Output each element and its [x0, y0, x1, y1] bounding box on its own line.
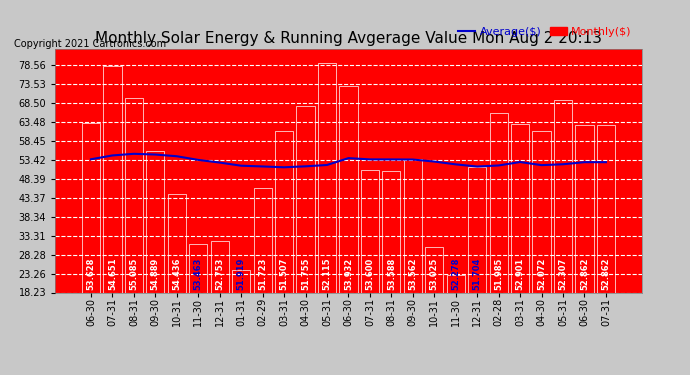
Text: Copyright 2021 Cartronics.com: Copyright 2021 Cartronics.com: [14, 39, 166, 50]
Text: 54.889: 54.889: [151, 257, 160, 290]
Text: 55.085: 55.085: [130, 257, 139, 290]
Text: 52.753: 52.753: [215, 257, 224, 290]
Bar: [382, 171, 400, 361]
Text: 51.704: 51.704: [473, 257, 482, 290]
Bar: [275, 131, 293, 361]
Text: 51.507: 51.507: [279, 257, 288, 290]
Text: 54.436: 54.436: [172, 257, 181, 290]
Bar: [533, 131, 551, 361]
Bar: [361, 170, 379, 361]
Text: 53.463: 53.463: [194, 257, 203, 290]
Text: 54.651: 54.651: [108, 257, 117, 290]
Bar: [489, 113, 508, 361]
Bar: [125, 98, 143, 361]
Bar: [404, 159, 422, 361]
Text: 52.862: 52.862: [602, 257, 611, 290]
Bar: [597, 124, 615, 361]
Text: 51.985: 51.985: [494, 257, 503, 290]
Text: 53.562: 53.562: [408, 257, 417, 290]
Text: 52.115: 52.115: [322, 257, 331, 290]
Bar: [210, 241, 229, 361]
Bar: [168, 194, 186, 361]
Text: 53.588: 53.588: [387, 257, 396, 290]
Legend: Average($), Monthly($): Average($), Monthly($): [454, 22, 636, 42]
Text: 53.025: 53.025: [430, 257, 439, 290]
Text: 52.278: 52.278: [451, 257, 460, 290]
Bar: [297, 106, 315, 361]
Text: 53.600: 53.600: [366, 257, 375, 290]
Bar: [232, 270, 250, 361]
Bar: [104, 66, 121, 361]
Bar: [446, 275, 465, 361]
Bar: [468, 166, 486, 361]
Text: 53.628: 53.628: [86, 257, 95, 290]
Bar: [554, 100, 572, 361]
Text: 52.862: 52.862: [580, 257, 589, 290]
Text: 51.755: 51.755: [301, 257, 310, 290]
Text: 52.072: 52.072: [537, 257, 546, 290]
Bar: [82, 123, 100, 361]
Bar: [339, 86, 357, 361]
Title: Monthly Solar Energy & Running Avgerage Value Mon Aug 2 20:13: Monthly Solar Energy & Running Avgerage …: [95, 31, 602, 46]
Bar: [318, 63, 336, 361]
Bar: [146, 151, 164, 361]
Bar: [253, 188, 272, 361]
Bar: [575, 124, 593, 361]
Bar: [189, 244, 208, 361]
Text: 51.919: 51.919: [237, 257, 246, 290]
Text: 52.307: 52.307: [558, 257, 567, 290]
Text: 51.723: 51.723: [258, 257, 267, 290]
Bar: [511, 124, 529, 361]
Bar: [425, 247, 444, 361]
Text: 53.932: 53.932: [344, 257, 353, 290]
Text: 52.901: 52.901: [515, 257, 524, 290]
